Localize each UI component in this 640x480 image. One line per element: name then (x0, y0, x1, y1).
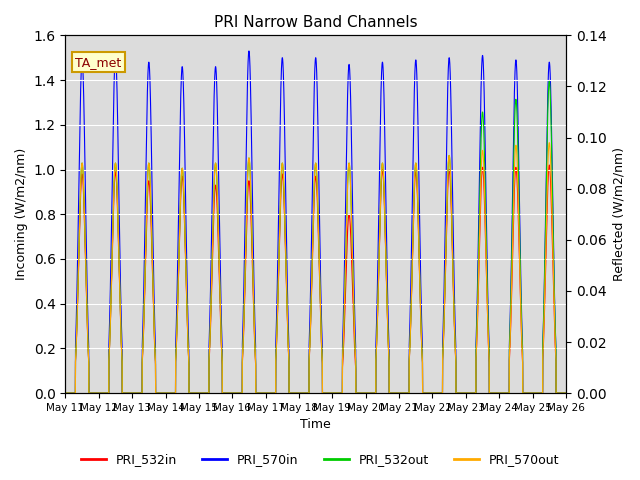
PRI_532in (451, 346, 459, 352)
Line: PRI_570out: PRI_570out (65, 143, 566, 393)
Line: PRI_532in: PRI_532in (65, 165, 566, 393)
PRI_570in (451, 325, 459, 331)
PRI_532in (470, 390, 478, 396)
PRI_532out (438, 390, 445, 396)
PRI_570in (562, 390, 570, 396)
PRI_570out (61, 390, 69, 396)
PRI_532in (438, 390, 445, 396)
PRI_570in (438, 390, 445, 396)
PRI_570in (88, 390, 95, 396)
PRI_570in (245, 48, 253, 54)
PRI_532out (562, 390, 570, 396)
PRI_570out (545, 140, 553, 145)
Line: PRI_532out: PRI_532out (65, 81, 566, 393)
PRI_570out (88, 390, 95, 396)
PRI_532out (88, 390, 95, 396)
PRI_532out (545, 78, 553, 84)
Title: PRI Narrow Band Channels: PRI Narrow Band Channels (214, 15, 417, 30)
PRI_532out (61, 390, 69, 396)
PRI_532in (381, 222, 388, 228)
PRI_532out (464, 390, 472, 396)
X-axis label: Time: Time (300, 419, 331, 432)
PRI_532in (88, 390, 95, 396)
PRI_570out (381, 217, 388, 223)
Legend: PRI_532in, PRI_570in, PRI_532out, PRI_570out: PRI_532in, PRI_570in, PRI_532out, PRI_57… (76, 448, 564, 471)
PRI_570out (438, 390, 445, 396)
PRI_532in (61, 390, 69, 396)
Text: TA_met: TA_met (76, 56, 122, 69)
PRI_532out (451, 344, 459, 349)
Y-axis label: Reflected (W/m2/nm): Reflected (W/m2/nm) (612, 147, 625, 281)
PRI_570in (61, 390, 69, 396)
PRI_532in (545, 162, 553, 168)
PRI_570out (562, 390, 570, 396)
PRI_532in (562, 390, 570, 396)
PRI_532out (381, 217, 388, 223)
PRI_532in (464, 390, 472, 396)
Line: PRI_570in: PRI_570in (65, 51, 566, 393)
PRI_570out (464, 390, 472, 396)
PRI_570in (471, 390, 479, 396)
PRI_532out (470, 390, 478, 396)
Y-axis label: Incoming (W/m2/nm): Incoming (W/m2/nm) (15, 148, 28, 280)
PRI_570out (470, 390, 478, 396)
PRI_570in (381, 143, 389, 148)
PRI_570out (451, 344, 459, 349)
PRI_570in (464, 390, 472, 396)
